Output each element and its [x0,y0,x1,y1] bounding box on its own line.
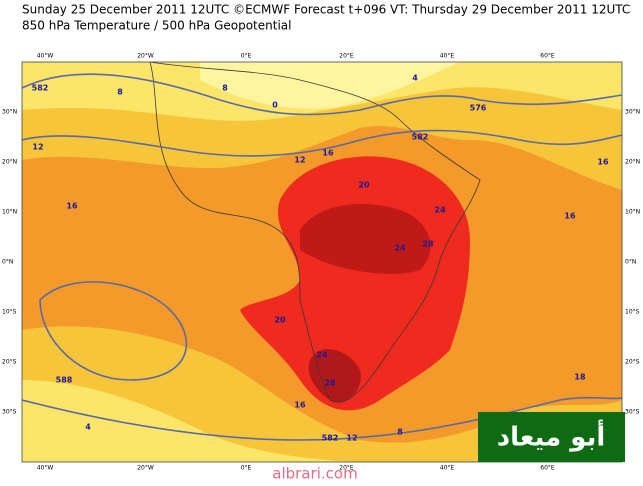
contour-label: 16 [597,158,609,167]
lat-label: 0°N [625,259,636,266]
lat-label: 30°N [2,109,17,116]
contour-label: 12 [32,143,43,152]
lat-label: 10°S [2,309,17,316]
lat-label: 10°N [625,209,640,216]
logo-box [478,412,625,462]
lon-label: 20°W [137,53,154,60]
contour-label: 582 [412,133,429,142]
lon-label: 60°E [540,465,555,472]
contour-label: 588 [56,376,73,385]
contour-label: 16 [294,401,306,410]
contour-label: 28 [422,240,434,249]
lat-label: 20°N [625,159,640,166]
lat-label: 30°S [2,409,17,416]
contour-label: 8 [397,428,403,437]
contour-label: 24 [316,351,328,360]
contour-label: 28 [324,379,336,388]
contour-label: 582 [32,84,49,93]
contour-label: 16 [322,149,334,158]
lon-label: 40°W [37,53,54,60]
contour-label: 24 [434,206,446,215]
contour-label: 4 [412,74,418,83]
lon-label: 0°E [241,465,252,472]
header-line1: Sunday 25 December 2011 12UTC ©ECMWF For… [22,3,630,17]
contour-label: 20 [358,181,370,190]
header-line2: 850 hPa Temperature / 500 hPa Geopotenti… [22,19,291,33]
footer: albrari.com [272,465,357,483]
lat-label: 10°N [2,209,17,216]
contour-label: 8 [117,88,123,97]
contour-label: 582 [322,434,339,443]
lon-label: 0°E [241,53,252,60]
lat-label: 30°N [625,109,640,116]
lat-label: 0°N [2,259,13,266]
lat-label: 20°S [2,359,17,366]
lon-label: 40°E [440,465,455,472]
contour-label: 0 [272,101,278,110]
logo: أبو ميعاد [497,420,606,453]
lon-label: 40°E [440,53,455,60]
contour-label: 4 [85,423,91,432]
lat-label: 30°S [625,409,640,416]
contour-label: 12 [346,434,357,443]
map [21,61,623,463]
lon-label: 20°W [137,465,154,472]
contour-label: 8 [222,84,228,93]
contour-label: 12 [294,156,305,165]
contour-label: 20 [274,316,286,325]
contour-label: 16 [66,202,78,211]
lon-label: 20°E [339,465,354,472]
lon-label: 60°E [540,53,555,60]
lon-label: 40°W [37,465,54,472]
lon-label: 20°E [339,53,354,60]
contour-label: 24 [394,244,406,253]
contour-label: 18 [574,373,586,382]
lat-label: 10°S [625,309,640,316]
lat-label: 20°N [2,159,17,166]
contour-label: 16 [564,212,576,221]
lat-label: 20°S [625,359,640,366]
contour-label: 576 [470,104,487,113]
